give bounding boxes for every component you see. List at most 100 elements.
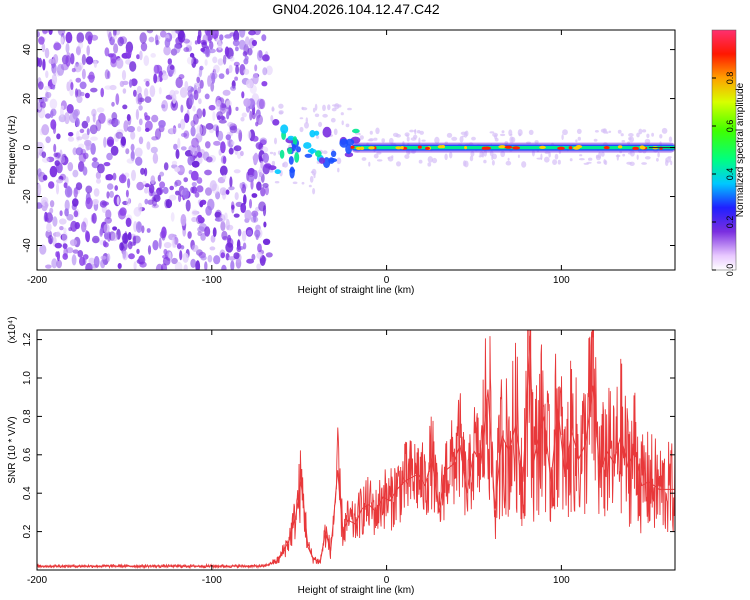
signal-halo-speck — [668, 136, 673, 143]
signal-halo-speck — [431, 157, 438, 164]
noise-speck — [207, 198, 215, 211]
noise-speck — [235, 106, 239, 111]
noise-speck — [240, 150, 244, 157]
noise-speck — [72, 109, 79, 120]
noise-speck — [177, 123, 181, 129]
noise-speck — [146, 141, 151, 150]
noise-speck — [144, 115, 151, 121]
noise-speck — [80, 91, 85, 97]
noise-speck — [139, 50, 143, 61]
signal-halo-speck — [507, 157, 510, 161]
signal-halo-speck — [434, 136, 440, 144]
signal-halo-speck — [588, 157, 593, 161]
noise-speck — [189, 93, 194, 100]
noise-speck — [220, 104, 227, 108]
noise-speck — [218, 73, 225, 79]
signal-halo-speck — [427, 156, 433, 163]
noise-speck — [169, 127, 178, 134]
noise-speck — [180, 214, 187, 226]
noise-speck — [230, 260, 235, 270]
noise-speck — [197, 214, 203, 222]
colorbar-gradient — [711, 29, 737, 271]
noise-speck — [161, 226, 167, 239]
noise-speck — [130, 78, 138, 87]
noise-speck — [136, 248, 140, 254]
signal-blob — [279, 149, 285, 159]
noise-speck — [144, 167, 148, 177]
signal-halo-speck — [316, 135, 319, 139]
noise-speck — [72, 169, 79, 178]
noise-speck — [59, 210, 63, 217]
noise-speck — [81, 54, 86, 66]
noise-speck — [247, 167, 256, 178]
noise-speck — [198, 66, 203, 78]
noise-speck — [251, 135, 259, 142]
noise-speck — [183, 130, 190, 139]
noise-speck — [135, 156, 143, 166]
snr-scale-label: (x10⁴) — [7, 316, 18, 343]
noise-speck — [261, 81, 268, 87]
noise-speck — [47, 234, 54, 245]
noise-speck — [127, 232, 132, 241]
noise-speck — [213, 64, 220, 74]
signal-halo-speck — [462, 135, 465, 138]
noise-speck — [233, 252, 240, 260]
noise-speck — [67, 136, 75, 142]
noise-speck — [71, 254, 77, 266]
signal-halo-speck — [646, 133, 650, 138]
noise-speck — [234, 192, 239, 201]
noise-speck — [56, 179, 63, 184]
noise-speck — [243, 194, 247, 205]
noise-speck — [92, 235, 100, 244]
noise-speck — [204, 226, 211, 237]
noise-speck — [48, 58, 55, 65]
noise-speck — [246, 229, 253, 236]
noise-speck — [134, 147, 143, 158]
noise-speck — [45, 113, 51, 119]
signal-halo-speck — [562, 129, 568, 136]
noise-speck — [252, 73, 259, 85]
signal-halo-speck — [620, 133, 624, 137]
noise-speck — [220, 252, 225, 259]
snr-y-tick-label: 1.2 — [22, 332, 33, 346]
signal-halo-speck — [577, 136, 581, 141]
signal-halo-speck — [312, 188, 316, 195]
noise-speck — [108, 53, 114, 58]
noise-speck — [115, 93, 120, 106]
signal-halo-speck — [575, 139, 578, 143]
noise-speck — [103, 223, 110, 234]
noise-speck — [214, 211, 222, 218]
signal-halo-speck — [322, 113, 328, 118]
noise-speck — [81, 120, 89, 129]
noise-speck — [40, 96, 48, 103]
noise-speck — [204, 30, 211, 36]
noise-speck — [235, 46, 239, 52]
noise-speck — [196, 185, 204, 193]
noise-speck — [90, 34, 99, 41]
signal-halo-speck — [312, 107, 316, 113]
signal-halo-speck — [389, 137, 394, 145]
noise-speck — [186, 56, 194, 65]
noise-speck — [37, 183, 42, 194]
noise-speck — [78, 41, 84, 49]
signal-halo-speck — [464, 160, 469, 168]
noise-speck — [115, 58, 124, 69]
noise-speck — [164, 199, 170, 209]
signal-hotspot — [568, 146, 573, 150]
noise-speck — [245, 36, 250, 46]
noise-speck — [111, 232, 118, 242]
noise-speck — [100, 259, 106, 269]
noise-speck — [204, 93, 210, 100]
noise-speck — [222, 156, 227, 164]
signal-halo-speck — [459, 136, 464, 143]
noise-speck — [262, 205, 267, 217]
noise-speck — [228, 186, 235, 191]
noise-speck — [104, 47, 110, 57]
signal-halo-speck — [481, 152, 485, 158]
noise-speck — [93, 188, 100, 197]
noise-speck — [238, 39, 246, 50]
signal-halo-speck — [449, 151, 453, 159]
noise-speck — [42, 30, 49, 34]
noise-speck — [196, 124, 203, 136]
